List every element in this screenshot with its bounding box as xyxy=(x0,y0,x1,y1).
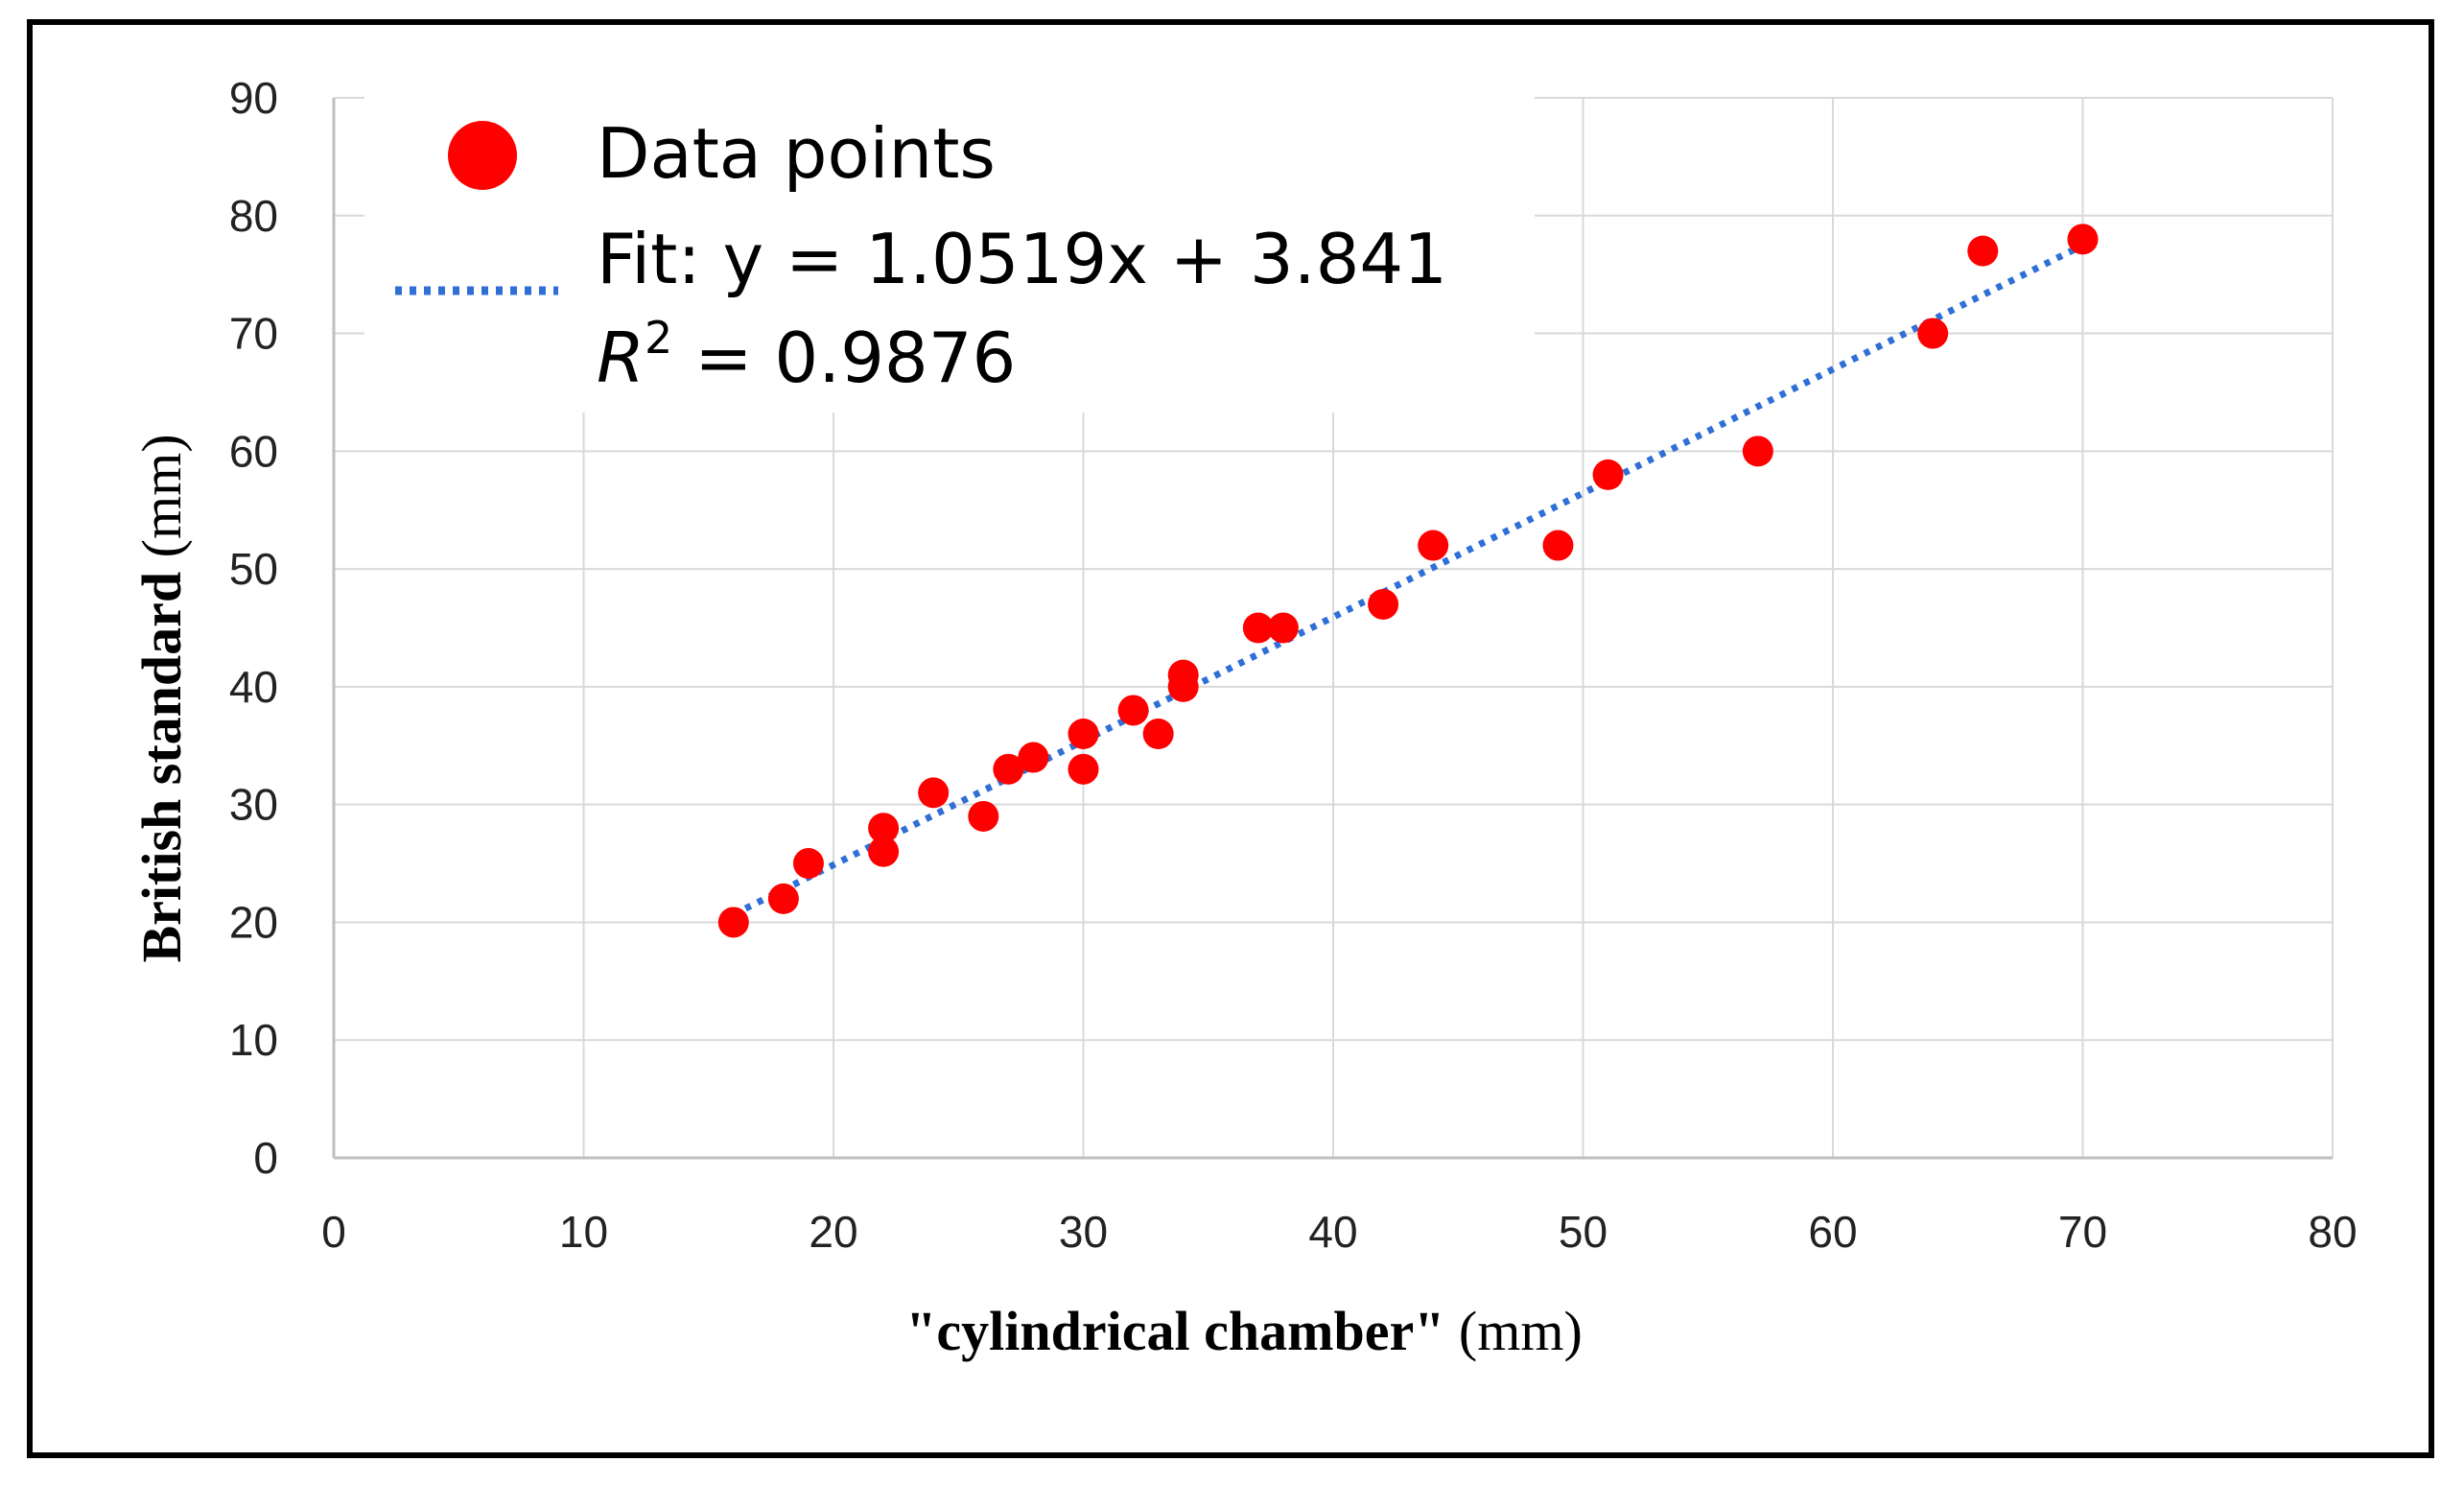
legend-background xyxy=(364,91,1535,412)
x-tick-label: 70 xyxy=(2058,1207,2107,1257)
data-point xyxy=(1068,753,1099,785)
data-point xyxy=(1917,318,1949,349)
axes xyxy=(332,98,2333,1160)
y-tick-labels: 0 10 20 30 40 50 60 70 80 90 xyxy=(229,73,278,1183)
data-point xyxy=(1418,530,1449,561)
legend-marker-data-points xyxy=(448,121,517,190)
data-point xyxy=(717,907,749,938)
data-point xyxy=(767,883,799,914)
data-point xyxy=(868,813,900,844)
y-tick-label: 90 xyxy=(229,73,278,123)
data-point xyxy=(1242,612,1274,644)
data-points-group xyxy=(717,224,2099,938)
y-tick-label: 80 xyxy=(229,191,278,241)
data-point xyxy=(918,777,950,809)
data-point xyxy=(1142,719,1174,749)
y-axis-title-unit: (mm) xyxy=(130,434,193,571)
data-point xyxy=(1592,459,1624,490)
y-tick-label: 30 xyxy=(229,780,278,830)
x-tick-label: 50 xyxy=(1559,1207,1607,1257)
x-axis-title-unit: (mm) xyxy=(1444,1300,1582,1362)
data-point xyxy=(1542,530,1574,561)
data-point xyxy=(792,848,824,880)
data-point xyxy=(1018,742,1049,773)
r2-value: = 0.9876 xyxy=(672,318,1016,398)
y-tick-label: 60 xyxy=(229,426,278,476)
legend-label-data-points: Data points xyxy=(597,113,996,194)
data-point xyxy=(1167,671,1199,702)
y-tick-label: 70 xyxy=(229,309,278,359)
data-point xyxy=(868,836,900,867)
r2-exponent: 2 xyxy=(645,312,672,364)
x-tick-label: 10 xyxy=(559,1207,608,1257)
x-tick-label: 60 xyxy=(1808,1207,1857,1257)
x-tick-label: 20 xyxy=(809,1207,857,1257)
fit-line-group xyxy=(732,242,2085,918)
r2-symbol: R xyxy=(597,318,645,398)
grid-lines xyxy=(334,97,2334,1158)
y-tick-label: 20 xyxy=(229,897,278,947)
x-tick-label: 40 xyxy=(1308,1207,1357,1257)
data-point xyxy=(1068,719,1099,749)
legend-label-r2: R2 = 0.9876 xyxy=(597,312,1016,398)
data-point xyxy=(1267,612,1299,644)
data-point xyxy=(968,800,999,832)
x-tick-label: 80 xyxy=(2308,1207,2357,1257)
legend-label-fit: Fit: y = 1.0519x + 3.841 xyxy=(597,219,1447,299)
x-axis-title-bold: "cylindrical chamber" xyxy=(905,1300,1444,1362)
x-axis-title: "cylindrical chamber" (mm) xyxy=(905,1300,1583,1362)
data-point xyxy=(1967,235,1999,267)
y-tick-label: 40 xyxy=(229,662,278,712)
fit-line xyxy=(732,242,2085,918)
x-tick-label: 30 xyxy=(1059,1207,1108,1257)
data-point xyxy=(1117,695,1149,726)
y-tick-label: 50 xyxy=(229,544,278,594)
y-axis-title-bold: British standard xyxy=(130,572,193,963)
y-tick-label: 10 xyxy=(229,1015,278,1065)
data-point xyxy=(1742,436,1773,467)
y-tick-label: 0 xyxy=(253,1133,278,1183)
data-point xyxy=(2067,224,2099,255)
data-point xyxy=(1368,588,1399,620)
y-axis-title: British standard (mm) xyxy=(130,434,193,962)
x-tick-label: 0 xyxy=(321,1207,346,1257)
data-point xyxy=(993,753,1024,785)
x-tick-labels: 0 10 20 30 40 50 60 70 80 xyxy=(321,1207,2357,1257)
legend: Data points Fit: y = 1.0519x + 3.841 R2 … xyxy=(364,91,1535,412)
